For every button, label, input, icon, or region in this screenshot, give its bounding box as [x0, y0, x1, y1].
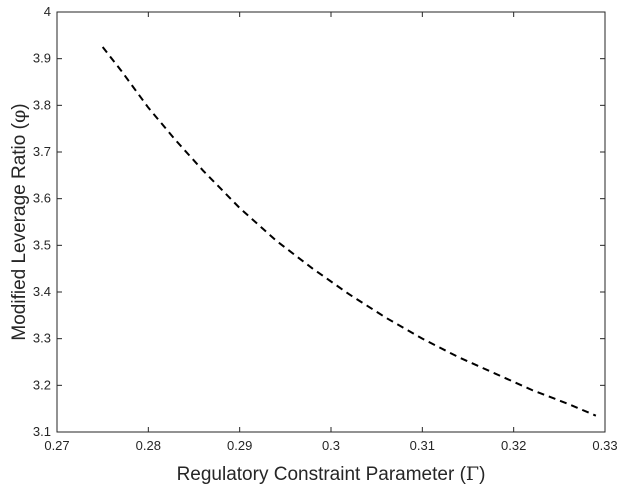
x-tick-label: 0.33 [592, 438, 617, 453]
x-tick-label: 0.32 [501, 438, 526, 453]
y-tick-label: 3.8 [33, 97, 51, 112]
y-tick-label: 3.2 [33, 377, 51, 392]
y-tick-label: 3.4 [33, 284, 51, 299]
plot-area [56, 11, 606, 433]
y-tick-label: 3.9 [33, 51, 51, 66]
x-axis-ticks: 0.27 0.28 0.29 0.3 0.31 0.32 0.33 [44, 12, 617, 453]
y-tick-label: 3.3 [33, 331, 51, 346]
y-axis-label-close: ) [9, 103, 30, 109]
y-axis-label-text: Modified Leverage Ratio ( [9, 122, 30, 340]
y-tick-label: 3.7 [33, 144, 51, 159]
x-tick-label: 0.31 [410, 438, 435, 453]
y-axis-ticks: 3.1 3.2 3.3 3.4 3.5 3.6 3.7 3.8 3.9 4 [33, 4, 605, 439]
x-tick-label: 0.3 [322, 438, 340, 453]
y-tick-label: 3.5 [33, 237, 51, 252]
y-tick-label: 4 [44, 4, 51, 19]
x-axis-label: Regulatory Constraint Parameter (Γ) [177, 463, 486, 485]
y-tick-label: 3.6 [33, 191, 51, 206]
y-axis-label: Modified Leverage Ratio (φ) [8, 103, 30, 340]
x-tick-label: 0.28 [136, 438, 161, 453]
x-tick-label: 0.27 [44, 438, 69, 453]
y-tick-label: 3.1 [33, 424, 51, 439]
y-axis-label-symbol: φ [8, 110, 30, 123]
x-axis-label-close: ) [479, 464, 485, 485]
x-axis-label-symbol: Γ [466, 463, 479, 485]
x-axis-label-text: Regulatory Constraint Parameter ( [177, 464, 467, 485]
series-line [101, 46, 597, 417]
x-tick-label: 0.29 [227, 438, 252, 453]
